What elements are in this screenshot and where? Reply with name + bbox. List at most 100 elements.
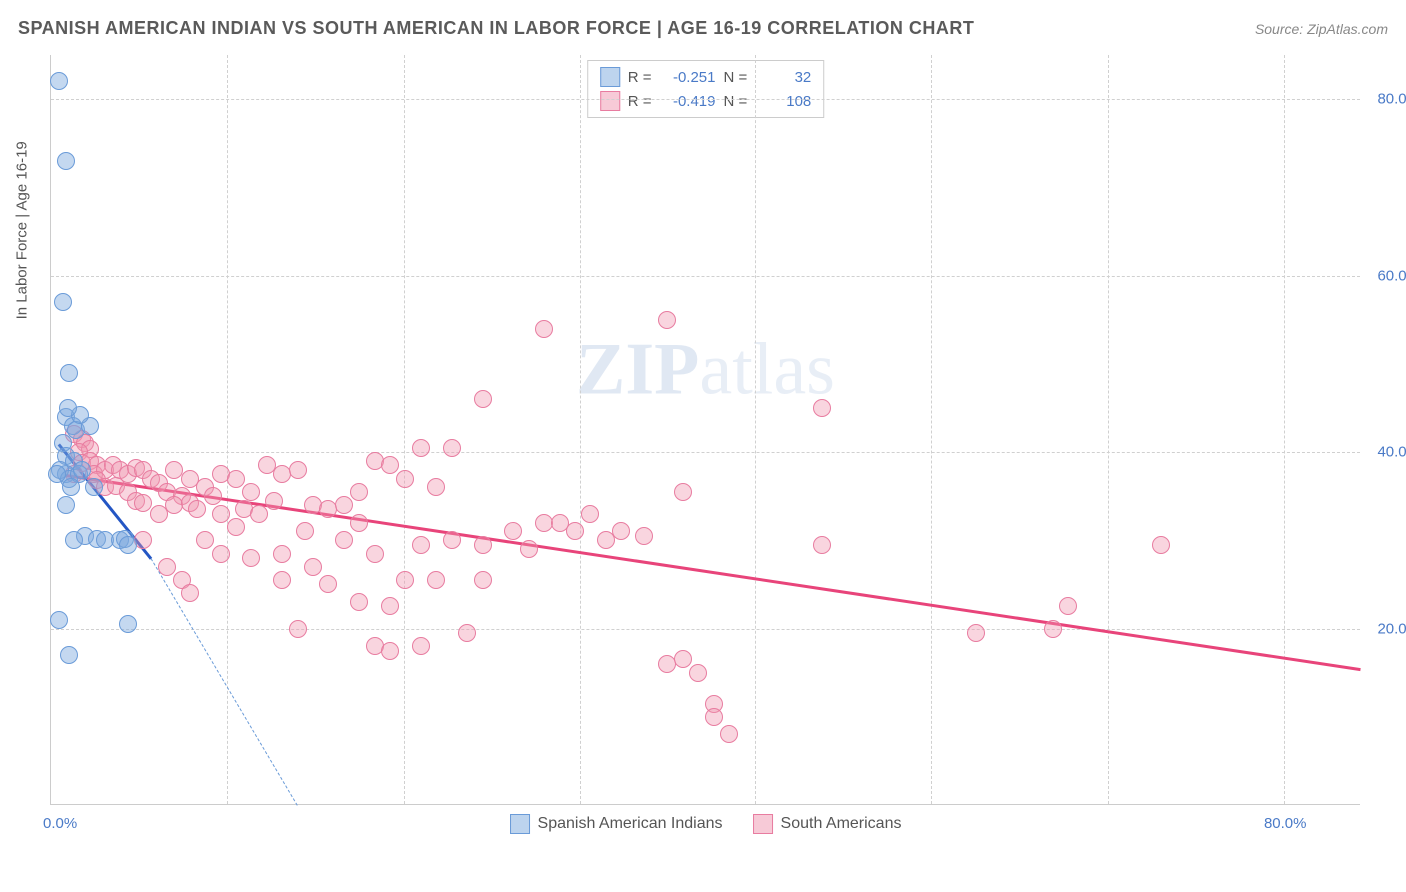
data-point-pink <box>1059 597 1077 615</box>
data-point-blue <box>62 478 80 496</box>
legend-swatch-blue <box>510 814 530 834</box>
data-point-pink <box>520 540 538 558</box>
data-point-pink <box>227 470 245 488</box>
gridline-h <box>51 276 1360 277</box>
data-point-pink <box>705 708 723 726</box>
data-point-pink <box>335 531 353 549</box>
data-point-pink <box>319 575 337 593</box>
data-point-pink <box>273 571 291 589</box>
data-point-pink <box>242 549 260 567</box>
data-point-pink <box>612 522 630 540</box>
data-point-pink <box>474 390 492 408</box>
legend-item: South Americans <box>753 814 902 834</box>
data-point-pink <box>158 558 176 576</box>
data-point-pink <box>304 558 322 576</box>
data-point-blue <box>119 615 137 633</box>
y-tick-label: 40.0% <box>1377 444 1406 461</box>
data-point-pink <box>443 531 461 549</box>
data-point-pink <box>350 483 368 501</box>
data-point-pink <box>381 597 399 615</box>
gridline-h <box>51 99 1360 100</box>
watermark-zip: ZIP <box>576 328 699 410</box>
data-point-pink <box>1152 536 1170 554</box>
data-point-blue <box>50 611 68 629</box>
data-point-pink <box>443 439 461 457</box>
data-point-blue <box>50 72 68 90</box>
data-point-pink <box>212 545 230 563</box>
legend-swatch-pink <box>600 91 620 111</box>
gridline-v <box>1284 55 1285 804</box>
trend-line <box>66 474 1361 671</box>
data-point-pink <box>381 456 399 474</box>
data-point-pink <box>181 584 199 602</box>
data-point-pink <box>720 725 738 743</box>
data-point-pink <box>212 505 230 523</box>
data-point-pink <box>289 461 307 479</box>
data-point-pink <box>1044 620 1062 638</box>
data-point-blue <box>54 293 72 311</box>
plot-area: ZIPatlas R = -0.251 N = 32 R = -0.419 N … <box>50 55 1360 805</box>
data-point-pink <box>381 642 399 660</box>
data-point-pink <box>689 664 707 682</box>
data-point-pink <box>535 320 553 338</box>
data-point-pink <box>674 483 692 501</box>
data-point-pink <box>474 571 492 589</box>
legend-r-value: -0.251 <box>660 69 716 86</box>
legend-item: Spanish American Indians <box>510 814 723 834</box>
gridline-v <box>931 55 932 804</box>
data-point-pink <box>967 624 985 642</box>
data-point-blue <box>65 531 83 549</box>
data-point-pink <box>396 571 414 589</box>
data-point-pink <box>350 514 368 532</box>
chart-header: SPANISH AMERICAN INDIAN VS SOUTH AMERICA… <box>18 18 1388 39</box>
data-point-pink <box>227 518 245 536</box>
series-legend: Spanish American Indians South Americans <box>510 814 902 834</box>
data-point-pink <box>566 522 584 540</box>
data-point-pink <box>250 505 268 523</box>
legend-label: South Americans <box>781 815 902 833</box>
gridline-v <box>404 55 405 804</box>
data-point-pink <box>412 439 430 457</box>
data-point-pink <box>242 483 260 501</box>
data-point-pink <box>674 650 692 668</box>
trend-line <box>151 558 298 806</box>
data-point-pink <box>296 522 314 540</box>
y-tick-label: 60.0% <box>1377 267 1406 284</box>
data-point-pink <box>458 624 476 642</box>
data-point-pink <box>289 620 307 638</box>
y-tick-label: 80.0% <box>1377 91 1406 108</box>
legend-n-value: 108 <box>755 93 811 110</box>
data-point-pink <box>134 531 152 549</box>
chart-source: Source: ZipAtlas.com <box>1255 21 1388 37</box>
data-point-pink <box>427 478 445 496</box>
data-point-pink <box>658 311 676 329</box>
data-point-pink <box>504 522 522 540</box>
legend-r-label: R = <box>628 69 652 86</box>
data-point-pink <box>474 536 492 554</box>
watermark-atlas: atlas <box>699 328 835 410</box>
data-point-pink <box>196 531 214 549</box>
chart-title: SPANISH AMERICAN INDIAN VS SOUTH AMERICA… <box>18 18 974 39</box>
legend-r-label: R = <box>628 93 652 110</box>
data-point-pink <box>412 536 430 554</box>
data-point-pink <box>635 527 653 545</box>
data-point-pink <box>412 637 430 655</box>
legend-row: R = -0.419 N = 108 <box>600 89 812 113</box>
watermark: ZIPatlas <box>576 327 835 412</box>
gridline-v <box>755 55 756 804</box>
legend-swatch-pink <box>753 814 773 834</box>
data-point-blue <box>57 152 75 170</box>
data-point-blue <box>48 465 66 483</box>
y-axis-title: In Labor Force | Age 16-19 <box>14 141 31 319</box>
data-point-blue <box>119 536 137 554</box>
x-tick-label: 80.0% <box>1264 815 1307 832</box>
gridline-v <box>1108 55 1109 804</box>
data-point-blue <box>59 399 77 417</box>
data-point-pink <box>427 571 445 589</box>
y-tick-label: 20.0% <box>1377 620 1406 637</box>
x-tick-label: 0.0% <box>43 815 77 832</box>
data-point-pink <box>188 500 206 518</box>
legend-row: R = -0.251 N = 32 <box>600 65 812 89</box>
data-point-pink <box>581 505 599 523</box>
data-point-pink <box>350 593 368 611</box>
